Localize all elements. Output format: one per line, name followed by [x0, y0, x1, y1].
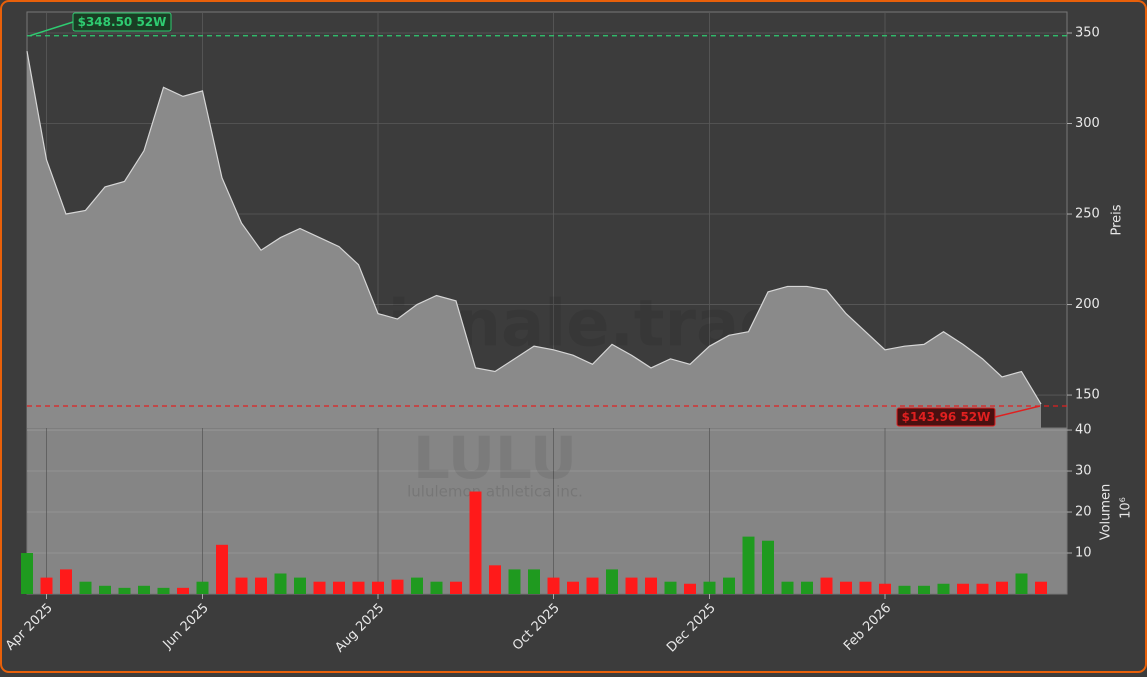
annotation-label: $348.50 52W	[78, 15, 167, 29]
volume-bar	[625, 577, 638, 594]
volume-bar	[40, 577, 53, 594]
volume-bar	[508, 569, 521, 594]
y-tick-label: 300	[1075, 116, 1100, 131]
y-tick-label: 350	[1075, 25, 1100, 40]
volume-bar	[606, 569, 618, 594]
volume-bar	[684, 583, 696, 594]
volume-bar	[235, 577, 248, 594]
volume-bar	[645, 577, 657, 594]
y-tick-label: 10	[1075, 546, 1092, 561]
volume-bar	[1015, 573, 1028, 594]
volume-bar	[60, 569, 72, 594]
volume-bar	[352, 581, 365, 594]
volume-bar	[801, 581, 813, 594]
y-axis-scale: 10⁶	[1119, 497, 1134, 519]
annotation-box	[896, 407, 996, 427]
volume-bar	[918, 585, 930, 594]
y-tick-label: 200	[1075, 297, 1100, 312]
annotation-arrow	[994, 405, 1041, 418]
volume-bar	[528, 569, 540, 594]
volume-bar	[567, 581, 579, 594]
y-axis-label: Volumen	[1099, 484, 1114, 541]
volume-bar	[157, 587, 170, 594]
volume-bar	[781, 581, 794, 594]
volume-bar	[996, 581, 1008, 594]
volume-bar	[742, 536, 755, 594]
volume-bar	[547, 577, 560, 594]
volume-bar	[723, 577, 735, 594]
volume-bar	[879, 583, 891, 594]
y-tick-label: 40	[1075, 423, 1092, 438]
annotation-box	[72, 12, 172, 32]
volume-bar	[489, 565, 501, 594]
y-tick-label: 150	[1075, 388, 1100, 403]
volume-bar	[840, 581, 852, 594]
annotation-arrow	[29, 21, 74, 37]
volume-bar	[586, 577, 599, 594]
y-axis-label: Preis	[1110, 204, 1125, 235]
annotation-label: $143.96 52W	[902, 410, 991, 424]
volume-bar	[820, 577, 833, 594]
watermark-ticker: LULU	[413, 424, 577, 492]
volume-bar	[294, 577, 306, 594]
volume-bar	[79, 581, 92, 594]
volume-bar	[469, 491, 482, 594]
volume-bar	[177, 587, 189, 594]
volume-bar	[898, 585, 911, 594]
volume-bar	[976, 583, 989, 594]
volume-bar	[957, 583, 969, 594]
volume-bar	[762, 540, 774, 594]
volume-bar	[196, 581, 209, 594]
volume-bar	[1035, 581, 1047, 594]
price-line	[26, 50, 1042, 405]
volume-bar	[937, 583, 950, 594]
volume-bar	[450, 581, 462, 594]
volume-bar	[391, 579, 404, 594]
volume-bar	[430, 581, 443, 594]
volume-bar	[255, 577, 267, 594]
y-tick-label: 250	[1075, 207, 1100, 222]
volume-bar	[99, 585, 111, 594]
volume-bar	[333, 581, 345, 594]
watermark-company: lululemon athletica inc.	[407, 483, 583, 501]
volume-bar	[411, 577, 423, 594]
volume-bar	[21, 553, 33, 594]
volume-bar	[372, 581, 384, 594]
volume-bar	[703, 581, 716, 594]
volume-bar	[138, 585, 150, 594]
volume-bar	[859, 581, 872, 594]
y-tick-label: 30	[1075, 464, 1092, 479]
volume-bar	[274, 573, 287, 594]
price-area	[27, 51, 1041, 428]
y-tick-label: 20	[1075, 505, 1092, 520]
volume-bar	[664, 581, 677, 594]
volume-bar	[313, 581, 326, 594]
volume-bar	[118, 587, 131, 594]
volume-bar	[216, 544, 228, 594]
